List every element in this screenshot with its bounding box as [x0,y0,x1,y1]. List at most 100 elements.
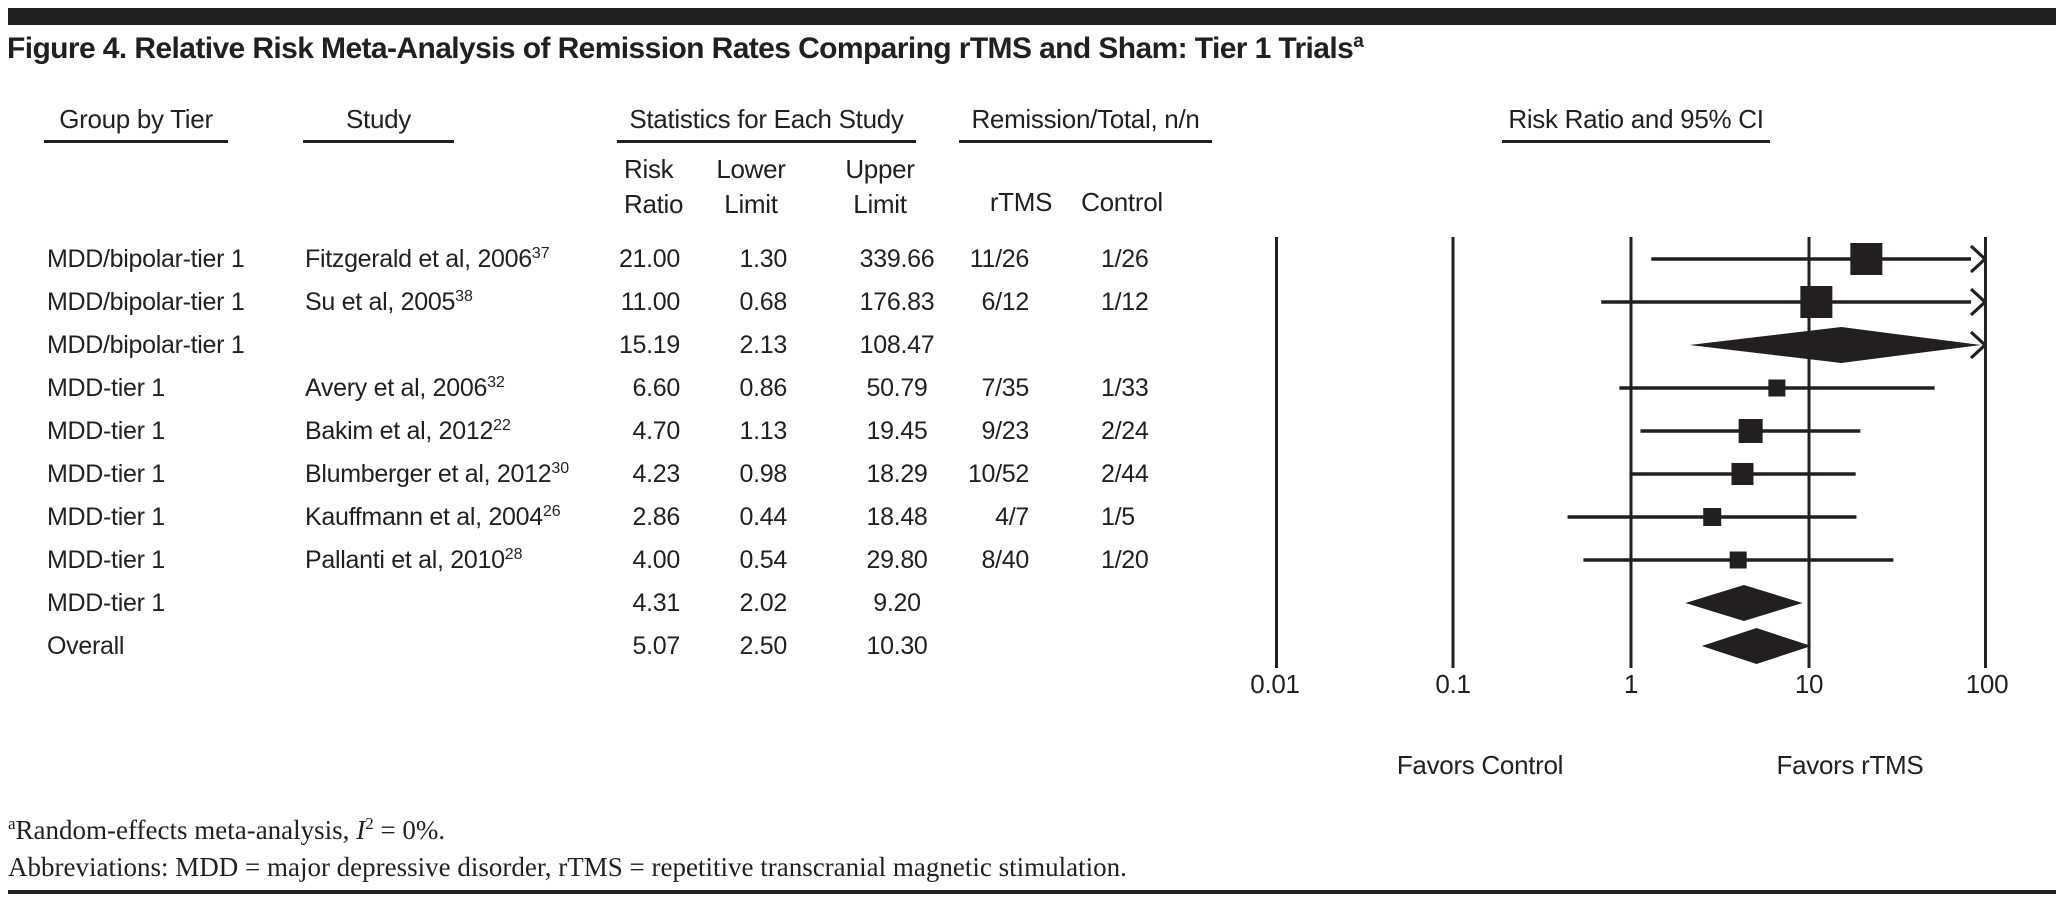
risk-ratio-square [1729,551,1747,569]
cell-upper: 50.79 [866,374,928,402]
favors-rtms-label: Favors rTMS [1776,750,1924,780]
footnote-i-exponent: 2 [365,814,374,833]
cell-risk_ratio: 2.86 [632,503,681,531]
cell-group: MDD-tier 1 [47,374,165,402]
cell-risk_ratio: 15.19 [618,331,680,359]
cell-group: MDD-tier 1 [47,589,165,617]
forest-plot [1275,237,1988,668]
risk-ratio-square [1800,286,1833,318]
cell-risk_ratio: 21.00 [618,245,680,273]
cell-study: Pallanti et al, 201028 [305,546,523,574]
reference-superscript: 30 [551,460,570,477]
cell-study: Kauffmann et al, 200426 [305,503,561,531]
top-rule [8,8,2056,25]
cell-rtms: 7/35 [981,374,1030,402]
footnote-i-symbol: I [356,815,366,845]
cell-control: 1/5 [1101,503,1135,531]
risk-ratio-square [1703,508,1722,526]
cell-control: 1/33 [1101,374,1149,402]
cell-risk_ratio: 4.70 [632,417,681,445]
cell-upper: 29.80 [866,546,928,574]
axis-tick-label-1: 1 [1623,669,1639,699]
cell-upper: 176.83 [859,288,935,316]
figure-title-footnote-marker: a [1353,31,1364,52]
figure-title-text: Figure 4. Relative Risk Meta-Analysis of… [7,32,1354,65]
cell-upper: 19.45 [866,417,928,445]
cell-control: 1/20 [1101,546,1149,574]
reference-superscript: 26 [542,503,561,520]
pooled-diamond [1685,585,1803,621]
cell-group: MDD-tier 1 [47,546,165,574]
cell-upper: 10.30 [866,632,928,660]
cell-risk_ratio: 4.31 [632,589,681,617]
bottom-rule [8,890,2056,894]
cell-group: MDD-tier 1 [47,460,165,488]
cell-rtms: 10/52 [967,460,1029,488]
cell-lower: 0.98 [739,460,788,488]
footnote-text: Random-effects meta-analysis, [15,815,357,845]
reference-superscript: 28 [504,546,523,563]
cell-study: Su et al, 200538 [305,288,473,316]
forest-plot-svg [1275,237,1988,668]
risk-ratio-square [1768,379,1786,397]
axis-tick-label-100: 100 [1965,669,2009,699]
cell-upper: 18.29 [866,460,928,488]
axis-tick-label-0.01: 0.01 [1250,669,1300,699]
risk-ratio-square [1738,419,1763,443]
cell-risk_ratio: 6.60 [632,374,681,402]
footnote-random-effects: aRandom-effects meta-analysis, I2 = 0%. [8,814,445,846]
header-statistics: Statistics for Each Study [617,104,916,143]
cell-group: MDD/bipolar-tier 1 [47,245,245,273]
cell-study: Bakim et al, 201222 [305,417,511,445]
cell-risk_ratio: 4.00 [632,546,681,574]
header-remission-total: Remission/Total, n/n [959,104,1212,143]
cell-control: 1/12 [1101,288,1149,316]
cell-lower: 0.54 [739,546,788,574]
subheader-risk-ratio: Risk Ratio [624,154,684,219]
cell-rtms: 8/40 [981,546,1030,574]
header-group-by-tier: Group by Tier [44,104,228,143]
cell-risk_ratio: 5.07 [632,632,681,660]
subheader-control: Control [1081,187,1163,217]
cell-group: MDD/bipolar-tier 1 [47,331,245,359]
axis-tick-label-10: 10 [1794,669,1824,699]
cell-lower: 2.13 [739,331,788,359]
cell-lower: 0.86 [739,374,788,402]
cell-lower: 1.13 [739,417,788,445]
cell-rtms: 9/23 [981,417,1030,445]
cell-lower: 2.50 [739,632,788,660]
cell-lower: 0.44 [739,503,788,531]
cell-control: 2/24 [1101,417,1149,445]
cell-lower: 2.02 [739,589,788,617]
subheader-upper-limit: Upper Limit [845,154,915,219]
figure-title: Figure 4. Relative Risk Meta-Analysis of… [7,31,1364,66]
header-study: Study [303,104,454,143]
cell-study: Avery et al, 200632 [305,374,505,402]
cell-risk_ratio: 11.00 [620,288,681,316]
arrow-right-icon [1969,330,1988,360]
risk-ratio-square [1850,243,1883,275]
cell-upper: 108.47 [859,331,935,359]
cell-rtms: 4/7 [995,503,1029,531]
footnote-abbreviations: Abbreviations: MDD = major depressive di… [8,852,1127,882]
cell-rtms: 11/26 [969,245,1030,273]
reference-superscript: 22 [493,417,511,434]
cell-control: 2/44 [1101,460,1149,488]
cell-group: MDD/bipolar-tier 1 [47,288,245,316]
reference-superscript: 37 [531,245,550,262]
risk-ratio-square [1731,463,1754,485]
cell-study: Blumberger et al, 201230 [305,460,570,488]
cell-upper: 18.48 [866,503,928,531]
cell-group: Overall [47,632,125,660]
header-risk-ratio-ci: Risk Ratio and 95% CI [1502,104,1770,143]
footnote-text-end: = 0%. [373,815,446,845]
cell-control: 1/26 [1101,245,1149,273]
cell-lower: 0.68 [739,288,788,316]
arrow-right-icon [1969,244,1988,274]
cell-rtms: 6/12 [981,288,1030,316]
pooled-diamond [1701,628,1812,664]
subheader-rtms: rTMS [989,187,1053,217]
cell-risk_ratio: 4.23 [632,460,681,488]
subheader-lower-limit: Lower Limit [716,154,786,219]
